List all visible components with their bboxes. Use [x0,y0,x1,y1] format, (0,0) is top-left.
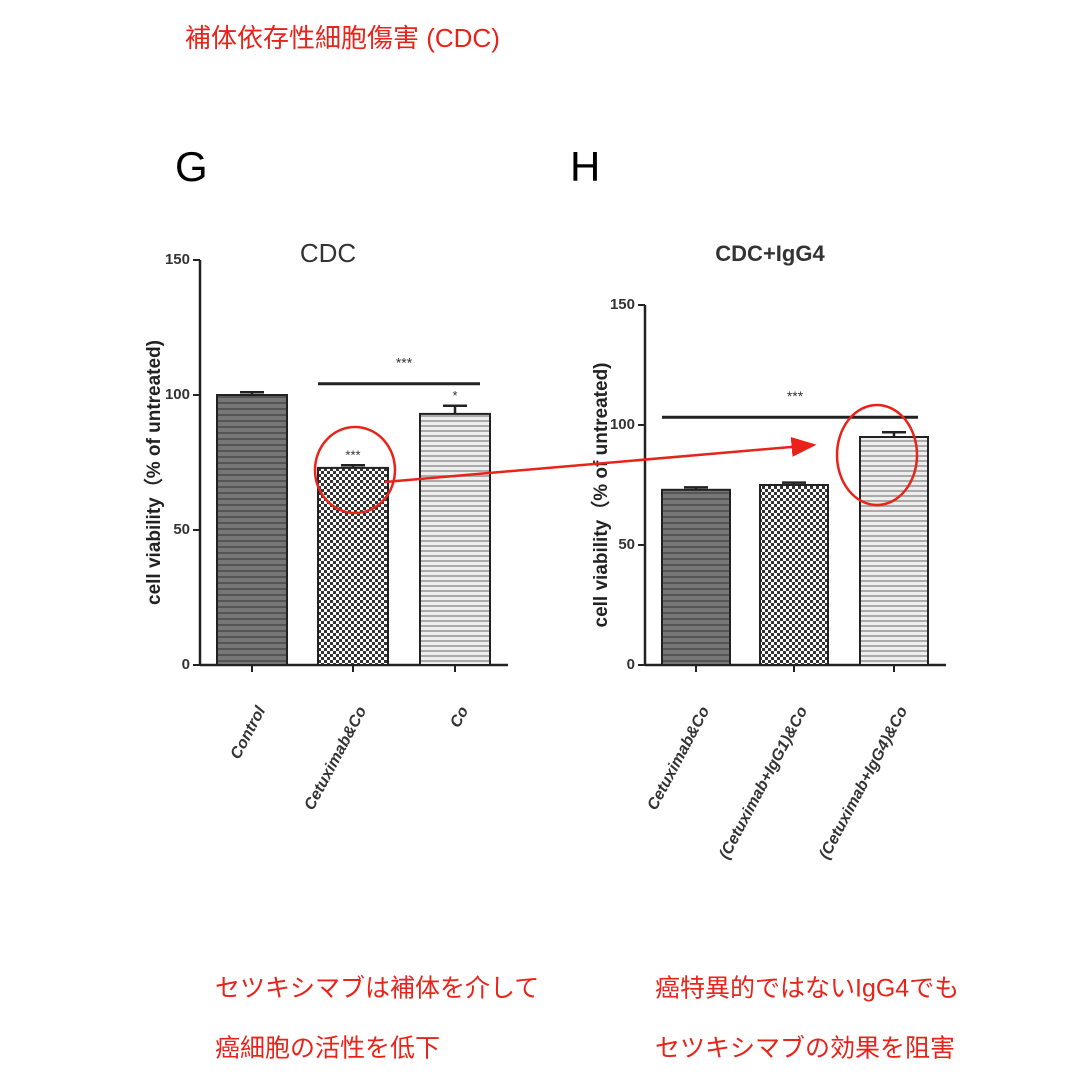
significance-label: *** [345,448,360,463]
note: セツキシマブは補体を介して [215,975,539,1003]
y-tick-label: 100 [610,416,635,433]
page-title: 補体依存性細胞傷害 (CDC) [185,23,500,53]
y-tick-label: 0 [627,656,635,673]
error-bar [782,481,806,485]
significance-label: *** [396,355,413,371]
y-tick-label: 50 [618,536,635,553]
error-bar [882,430,906,437]
significance-label: * [452,388,457,403]
chart-title: CDC+IgG4 [715,241,825,266]
bar [661,488,731,666]
y-axis-label: cell viability（% of untreated) [589,363,612,628]
y-axis-label: cell viability（% of untreated) [142,340,165,605]
y-tick-label: 50 [173,521,190,538]
error-bar [684,486,708,490]
bar [216,394,288,666]
highlight-circle [835,403,919,507]
bar [317,466,389,666]
y-tick-label: 150 [165,251,190,268]
error-bar [240,391,264,395]
bar [859,436,929,666]
y-tick-label: 100 [165,386,190,403]
note: セツキシマブの効果を阻害 [655,1035,955,1063]
bar [759,484,829,666]
chart-title: CDC [300,238,356,268]
highlight-circle [313,425,397,515]
note: 癌細胞の活性を低下 [215,1035,440,1063]
note: 癌特異的ではないIgG4でも [655,975,959,1003]
error-bar [443,404,467,414]
y-tick-label: 150 [610,296,635,313]
panel-label: H [570,143,600,190]
error-bar [341,463,365,468]
panel-label: G [175,143,208,190]
significance-label: *** [787,388,804,404]
bar [419,412,491,666]
arrow [384,436,817,484]
y-tick-label: 0 [182,656,190,673]
